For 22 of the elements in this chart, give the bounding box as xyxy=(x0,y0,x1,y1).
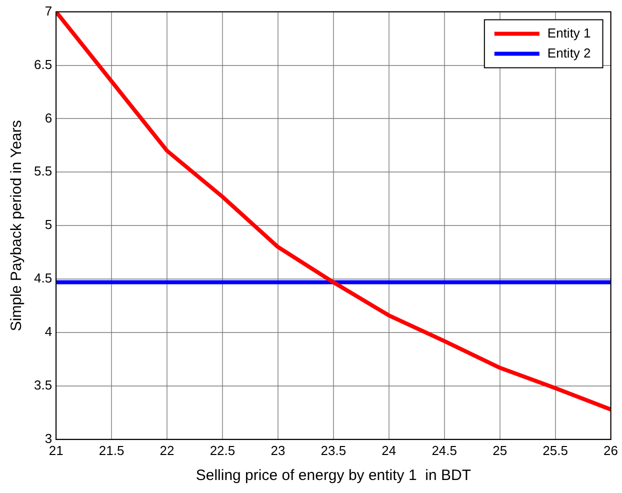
y-tick-label: 4.5 xyxy=(34,270,52,286)
x-tick-label: 25.5 xyxy=(542,442,568,458)
x-tick-label: 21.5 xyxy=(98,442,124,458)
y-tick-label: 5 xyxy=(44,217,52,232)
x-tick-label: 22 xyxy=(160,442,174,458)
y-axis-title: Simple Payback period in Years xyxy=(8,120,26,332)
x-tick-label: 23.5 xyxy=(320,442,346,458)
x-tick-label: 22.5 xyxy=(210,442,236,458)
x-tick-label: 25 xyxy=(492,442,508,458)
y-tick-label: 6 xyxy=(44,110,52,126)
y-tick-label: 5.5 xyxy=(34,164,52,179)
legend-label: Entity 1 xyxy=(547,25,591,40)
y-tick-label: 7 xyxy=(44,3,52,18)
x-tick-label: 24.5 xyxy=(432,442,458,458)
x-tick-label: 24 xyxy=(382,442,396,458)
y-tick-label: 4 xyxy=(44,324,52,340)
x-axis-title: Selling price of energy by entity 1 in BDT xyxy=(196,467,471,484)
x-tick-label: 26 xyxy=(604,442,618,458)
legend-label: Entity 2 xyxy=(547,45,591,60)
y-tick-label: 6.5 xyxy=(34,56,52,72)
y-tick-label: 3.5 xyxy=(34,378,52,393)
x-tick-label: 23 xyxy=(270,442,286,458)
